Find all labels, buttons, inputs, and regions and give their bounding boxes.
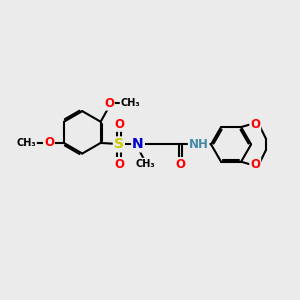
Text: CH₃: CH₃ — [121, 98, 140, 108]
Text: O: O — [250, 118, 260, 130]
Text: O: O — [250, 158, 260, 171]
Text: O: O — [104, 97, 114, 110]
Text: NH: NH — [189, 138, 208, 151]
Text: N: N — [132, 137, 144, 152]
Text: O: O — [44, 136, 54, 149]
Text: S: S — [114, 137, 124, 152]
Text: O: O — [114, 118, 124, 131]
Text: CH₃: CH₃ — [136, 158, 155, 169]
Text: CH₃: CH₃ — [16, 138, 36, 148]
Text: O: O — [176, 158, 185, 171]
Text: O: O — [114, 158, 124, 171]
